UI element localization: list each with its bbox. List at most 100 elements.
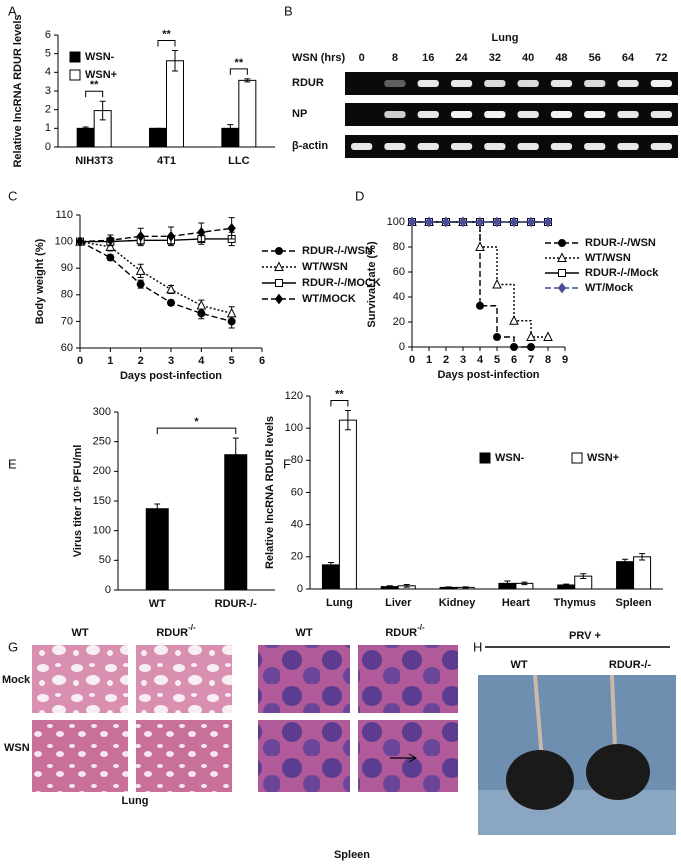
marker <box>543 216 553 228</box>
y-tick-label: 250 <box>93 436 111 448</box>
band <box>417 143 439 150</box>
annotation: * <box>194 416 199 428</box>
marker <box>424 216 434 228</box>
y-tick-label: 120 <box>285 390 303 402</box>
time-label: 0 <box>359 52 365 64</box>
marker <box>274 261 284 271</box>
time-label: 64 <box>622 52 635 64</box>
y-axis-label: Relative lncRNA RDUR levels <box>264 416 276 569</box>
row-label: β-actin <box>292 140 328 152</box>
x-tick-label: 4 <box>198 355 205 367</box>
y-tick-label: 50 <box>99 554 111 566</box>
band <box>584 111 606 118</box>
y-tick-label: 100 <box>93 525 111 537</box>
y-tick-label: 20 <box>393 316 405 328</box>
marker <box>509 315 519 325</box>
marker <box>106 234 115 246</box>
legend-label: RDUR-/-/MOCK <box>302 277 381 289</box>
photo-title: PRV + <box>569 630 601 642</box>
gel-strip <box>345 135 678 158</box>
x-tick-label: 0 <box>409 354 415 366</box>
marker <box>543 331 553 341</box>
error-bar <box>82 126 89 131</box>
row-label: Mock <box>2 674 31 686</box>
bar <box>145 508 169 591</box>
y-tick-label: 4 <box>45 66 51 78</box>
band <box>417 111 439 118</box>
tail <box>610 674 617 749</box>
legend-label: WSN- <box>85 51 115 63</box>
legend-swatch <box>479 452 491 464</box>
marker <box>558 269 566 277</box>
y-tick-label: 80 <box>291 454 303 466</box>
tissue-label: Lung <box>122 795 149 807</box>
bar <box>321 564 340 590</box>
photo-label: WT <box>510 659 527 671</box>
bar <box>238 79 257 148</box>
y-tick-label: 0 <box>45 141 51 153</box>
time-label: 48 <box>555 52 567 64</box>
marker <box>106 253 115 262</box>
x-tick-label: 2 <box>443 354 449 366</box>
y-tick-label: 60 <box>291 486 303 498</box>
marker <box>492 216 502 228</box>
y-tick-label: 80 <box>393 241 405 253</box>
marker <box>476 301 484 310</box>
row-label: RDUR <box>292 77 324 89</box>
legend-label: WSN+ <box>85 69 117 81</box>
x-tick-label: RDUR-/- <box>215 598 257 610</box>
marker <box>557 252 567 262</box>
band <box>417 80 439 87</box>
y-axis-label: Relative lncRNA RDUR levels <box>12 14 24 167</box>
band <box>617 111 639 118</box>
x-tick-label: Thymus <box>554 597 596 609</box>
legend-label: WT/WSN <box>302 261 348 273</box>
significance-bracket <box>330 399 349 407</box>
legend-label: WT/MOCK <box>302 293 356 305</box>
x-tick-label: 5 <box>494 354 500 366</box>
significance-bracket <box>85 90 104 98</box>
y-axis-label: Virus titer 10⁵ PFU/ml <box>72 445 84 558</box>
x-tick-label: 2 <box>138 355 144 367</box>
marker <box>226 307 237 318</box>
error-bar <box>227 124 234 133</box>
error-bar <box>504 580 511 587</box>
time-label: 56 <box>589 52 601 64</box>
annotation: ** <box>90 79 99 91</box>
superscript: -/- <box>188 623 196 632</box>
x-tick-label: LLC <box>228 155 249 167</box>
band <box>484 143 506 150</box>
histology-image <box>358 720 458 792</box>
x-axis-label: Days post-infection <box>437 369 539 381</box>
marker <box>492 278 502 289</box>
y-tick-label: 3 <box>45 85 51 97</box>
histology-image <box>258 645 350 713</box>
significance-bracket <box>229 68 248 75</box>
band <box>650 80 672 87</box>
x-tick-label: 6 <box>259 355 265 367</box>
bar <box>633 556 652 590</box>
y-tick-label: 90 <box>61 262 73 274</box>
row-label: WSN <box>4 742 30 754</box>
gel-strip <box>345 72 678 95</box>
x-tick-label: 7 <box>528 354 534 366</box>
band <box>384 80 406 87</box>
band <box>517 143 539 150</box>
histology-image <box>258 720 350 792</box>
marker <box>166 230 176 242</box>
mouse <box>506 750 574 810</box>
marker <box>197 226 206 238</box>
marker <box>441 216 451 228</box>
error-bar <box>327 561 334 568</box>
histology-image <box>358 645 458 713</box>
x-axis-label: Days post-infection <box>120 370 222 382</box>
annotation: ** <box>235 57 244 69</box>
band <box>617 80 639 87</box>
band <box>550 143 573 150</box>
label: RDUR <box>385 627 417 639</box>
x-tick-label: 5 <box>229 355 235 367</box>
legend-swatch <box>69 69 81 81</box>
mouse <box>586 744 650 800</box>
error-bar <box>639 553 646 561</box>
